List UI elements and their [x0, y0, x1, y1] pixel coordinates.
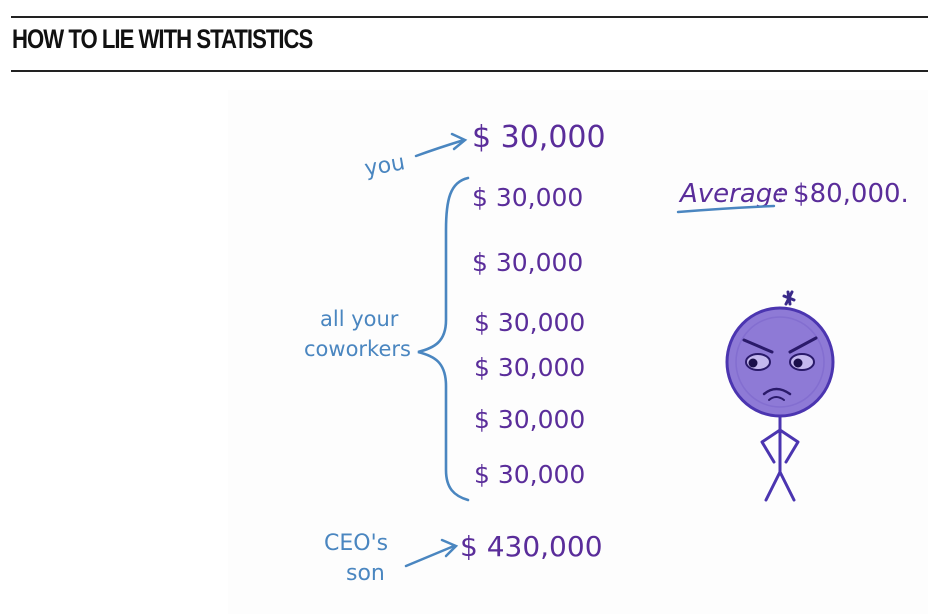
- curly-brace-icon: [417, 176, 470, 502]
- coworker-salary: $ 30,000: [472, 183, 583, 212]
- coworker-salary: $ 30,000: [472, 248, 583, 277]
- coworkers-label-line1: all your: [320, 307, 399, 331]
- coworker-salary: $ 30,000: [474, 460, 585, 489]
- coworkers-label-line2: coworkers: [304, 337, 411, 361]
- average-value: : $80,000.: [776, 179, 909, 209]
- bottom-rule: [11, 70, 928, 72]
- page-title: HOW TO LIE WITH STATISTICS: [12, 24, 313, 54]
- coworker-salary: $ 30,000: [474, 353, 585, 382]
- top-rule: [11, 16, 928, 18]
- average-underline: [676, 204, 776, 214]
- average-label: Average: [678, 179, 788, 209]
- ceo-label-line2: son: [346, 561, 385, 586]
- grumpy-stick-figure-icon: [725, 290, 835, 502]
- coworker-salary: $ 30,000: [474, 405, 585, 434]
- ceo-salary: $ 430,000: [460, 530, 603, 563]
- ceo-arrow-icon: [404, 538, 459, 568]
- salary-illustration: you $ 30,000 $ 30,000 $ 30,000 $ 30,000 …: [228, 90, 928, 614]
- coworker-salaries: $ 30,000 $ 30,000 $ 30,000 $ 30,000 $ 30…: [472, 183, 585, 489]
- you-label: you: [363, 150, 407, 182]
- ceo-label-line1: CEO's: [324, 531, 388, 556]
- you-salary: $ 30,000: [472, 120, 606, 155]
- you-arrow-icon: [414, 132, 468, 158]
- coworker-salary: $ 30,000: [474, 308, 585, 337]
